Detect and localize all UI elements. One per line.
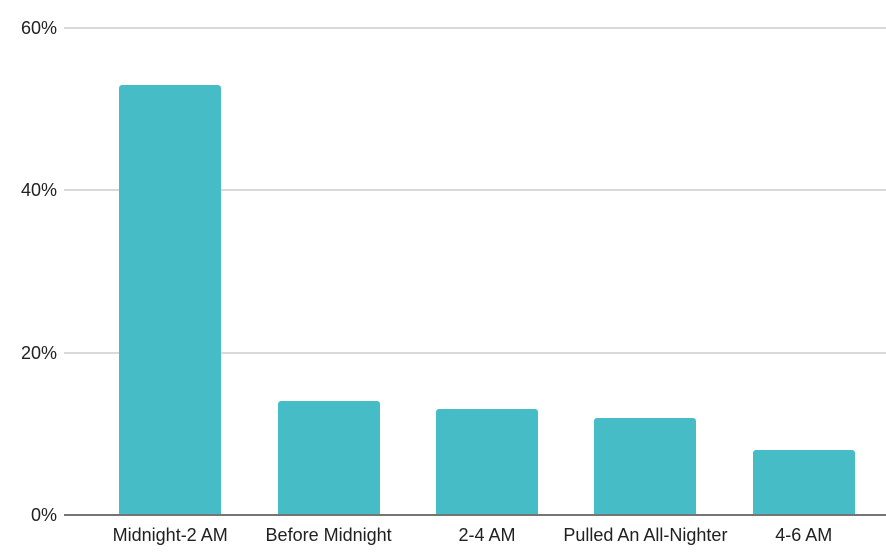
bar-pulled-an-all-nighter[interactable]	[594, 417, 697, 515]
y-tick-label-60: 60%	[20, 18, 57, 38]
y-tick-label-20: 20%	[20, 342, 57, 363]
bar-4-6-am[interactable]	[752, 450, 855, 515]
x-axis-label-midnight-2-am: Midnight-2 AM	[112, 525, 228, 545]
gridline-20	[64, 351, 886, 354]
gridline-60	[64, 27, 886, 29]
gridline-40	[64, 189, 886, 192]
x-axis-line	[64, 514, 886, 516]
x-axis-label-before-midnight: Before Midnight	[265, 525, 392, 545]
bar-midnight-2-am[interactable]	[119, 84, 222, 515]
x-axis-label-4-6-am: 4-6 AM	[775, 525, 833, 545]
x-axis-label-pulled-an-all-nighter: Pulled An All-Nighter	[563, 525, 728, 545]
x-axis-label-2-4-am: 2-4 AM	[458, 525, 516, 545]
bar-before-midnight[interactable]	[277, 401, 380, 515]
y-tick-label-40: 40%	[20, 180, 57, 201]
bar-2-4-am[interactable]	[436, 409, 538, 515]
y-tick-label-0: 0%	[30, 505, 57, 525]
